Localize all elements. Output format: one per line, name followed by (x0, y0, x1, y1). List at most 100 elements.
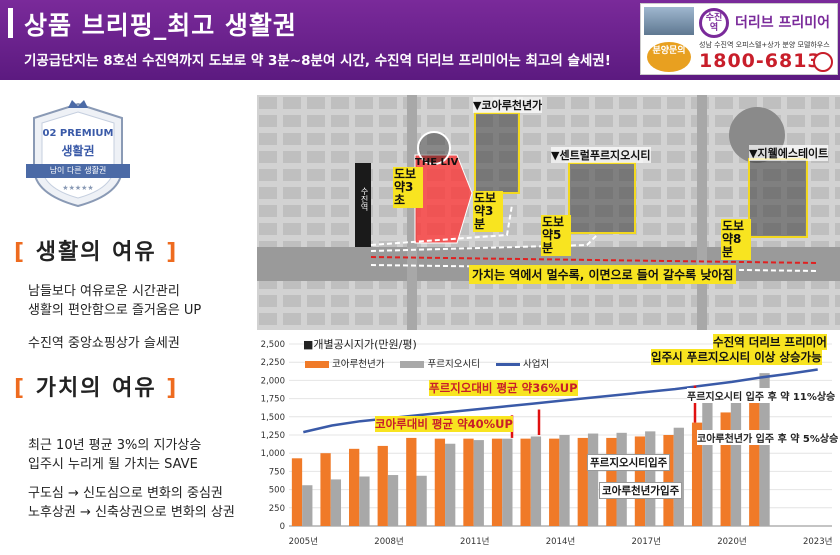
brand-box: 수진역 더리브 프리미어 성남 수진역 오피스텔+상가 분양 모델하우스 분양문… (640, 3, 838, 75)
brand-address: 성남 수진역 오피스텔+상가 분양 모델하우스 (699, 41, 830, 49)
page-subtitle: 기공급단지는 8호선 수진역까지 도보로 약 3분~8분여 시간, 수진역 더리… (24, 53, 611, 69)
bar-coaru (406, 437, 417, 526)
y-tick-label: 1,750 (261, 395, 285, 405)
x-tick-label: 2014년 (546, 536, 575, 547)
coaru-map-label: ▼코아루천년가 (473, 97, 543, 113)
land-price-chart: 0 250 500 750 1,000 1,250 1,500 1,750 2,000 2,250… (257, 330, 840, 551)
spacer (28, 320, 201, 334)
brand-name: 더리브 프리미어 (735, 15, 831, 31)
bar-prugio (530, 436, 542, 526)
bar-coaru (549, 438, 560, 526)
walk-5min-label: 도보 약5분 (541, 215, 571, 256)
header-banner: 상품 브리핑_최고 생활권 기공급단지는 8호선 수진역까지 도보로 약 3분~… (0, 0, 840, 80)
jiwell-map-label: ▼지웰에스테이트 (749, 145, 829, 161)
callout-coaru-move: 코아루천년가입주 (599, 482, 683, 499)
value-line-2: 입주시 누리게 될 가치는 SAVE (28, 457, 198, 472)
bar-coaru (377, 445, 388, 526)
callout-coaru-rise: 코아루천년가 입주 후 약 5%상승 (697, 430, 839, 445)
value-line-3: 구도심 → 신도심으로 변화의 중심권 (28, 486, 223, 501)
x-tick-label: 2023년 (803, 536, 832, 547)
legend-label-prugio: 푸르지오시티 (427, 359, 480, 370)
bar-coaru (720, 412, 731, 526)
y-tick-label: 750 (269, 467, 285, 477)
section-value-label: 가치의 여유 (35, 376, 157, 401)
phone-number[interactable]: 1800-6813 (699, 50, 822, 72)
y-tick-label: 1,000 (261, 449, 285, 459)
value-line-4: 노후상권 → 신축상권으로 변화의 상권 (28, 505, 235, 520)
y-tick-label: 2,500 (261, 340, 285, 350)
station-logo-icon: 수진역 (699, 8, 729, 38)
walk-8min-label: 도보 약8분 (721, 219, 751, 260)
bar-coaru (463, 438, 474, 526)
section-living-text: 남들보다 여유로운 시간관리 생활의 편안함으로 즐거움은 UP 수진역 중앙쇼… (28, 282, 201, 353)
bar-coaru (606, 437, 617, 526)
legend-item-coaru: 코아루천년가 (305, 356, 384, 370)
section-living-title: [ 생활의 여유 ] (14, 240, 179, 265)
chart-svg: 0 250 500 750 1,000 1,250 1,500 1,750 2,000 2,250… (261, 340, 833, 547)
bar-prugio (730, 391, 742, 526)
bar-prugio (587, 433, 599, 526)
bar-prugio (673, 427, 684, 526)
bar-prugio (416, 475, 427, 526)
living-line-3: 수진역 중앙쇼핑상가 슬세권 (28, 336, 180, 351)
location-map: 수진역 THE LIV 도보 약3초 도보 약3분 도보 약5분 도보 약8분 … (257, 95, 840, 330)
x-tick-label: 2008년 (374, 536, 403, 547)
legend-label-coaru: 코아루천년가 (332, 359, 385, 370)
bar-coaru (577, 437, 588, 526)
bar-prugio (445, 443, 456, 526)
y-tick-label: 1,250 (261, 431, 285, 441)
y-tick-label: 250 (269, 504, 285, 514)
section-value-text: 최근 10년 평균 3%의 지가상승 입주시 누리게 될 가치는 SAVE 구도… (28, 436, 235, 522)
bar-prugio (502, 438, 513, 526)
theliv-label: THE LIV (415, 157, 459, 168)
y-tick-label: 2,000 (261, 376, 285, 386)
page-title: 상품 브리핑_최고 생활권 (24, 11, 297, 40)
badge-line1: 02 PREMIUM (42, 128, 114, 139)
legend-label-site: 사업지 (523, 359, 550, 370)
section-value-title: [ 가치의 여유 ] (14, 376, 179, 401)
bar-coaru (749, 400, 760, 526)
bar-coaru (634, 436, 646, 526)
callout-top-right-2: 입주시 푸르지오시티 이상 상승가능 (651, 349, 822, 365)
legend: 코아루천년가 푸르지오시티 사업지 (305, 356, 549, 370)
living-line-1: 남들보다 여유로운 시간관리 (28, 284, 180, 299)
living-line-2: 생활의 편안함으로 즐거움은 UP (28, 303, 202, 318)
bar-coaru (691, 422, 703, 526)
value-note: 가치는 역에서 멀수록, 이면으로 들어 갈수록 낮아짐 (469, 265, 737, 284)
badge-line2: 생활권 (61, 144, 95, 158)
section-living-label: 생활의 여유 (35, 240, 157, 265)
bar-prugio (359, 476, 370, 526)
x-tick-label: 2005년 (289, 536, 318, 547)
chart-title: ■개별공시지가(만원/평) (303, 338, 417, 351)
bar-prugio (302, 485, 313, 526)
walk-3min-label: 도보 약3분 (473, 191, 503, 232)
badge-stars: ★★★★★ (62, 184, 94, 192)
bar-prugio (473, 440, 484, 526)
x-tick-label: 2017년 (632, 536, 661, 547)
central-map-label: ▼센트럴푸르지오시티 (551, 147, 651, 163)
bar-prugio (702, 402, 713, 526)
walk-3sec-label: 도보 약3초 (393, 167, 423, 208)
y-tick-label: 0 (280, 522, 285, 532)
premium-badge: 02 PREMIUM 생활권 남이 다른 생활권 ★★★★★ (22, 98, 134, 210)
legend-item-prugio: 푸르지오시티 (400, 356, 480, 370)
x-tick-label: 2011년 (460, 536, 489, 547)
y-tick-label: 500 (269, 486, 285, 496)
bar-prugio (387, 475, 399, 526)
bar-prugio (645, 431, 656, 526)
y-tick-label: 1,500 (261, 413, 285, 423)
bar-coaru (520, 438, 531, 526)
callout-coaru-avg: 코아루대비 평균 약40%UP (375, 416, 513, 432)
station-sign-label: 수진역 (360, 187, 369, 211)
callout-prugio-move: 푸르지오시티입주 (587, 454, 671, 471)
bar-coaru (491, 438, 503, 526)
badge-ribbon: 남이 다른 생활권 (49, 166, 107, 175)
bar-coaru (349, 448, 360, 526)
bar-coaru (663, 435, 674, 526)
callout-prugio-rise: 푸르지오시티 입주 후 약 11%상승 (687, 388, 836, 403)
callout-top-right-1: 수진역 더리브 프리미어 (713, 334, 827, 350)
theliv-logo (417, 131, 451, 165)
shield-badge-icon (26, 100, 130, 208)
value-line-1: 최근 10년 평균 3%의 지가상승 (28, 438, 202, 453)
sales-inquiry-badge: 분양문의 (647, 42, 691, 72)
